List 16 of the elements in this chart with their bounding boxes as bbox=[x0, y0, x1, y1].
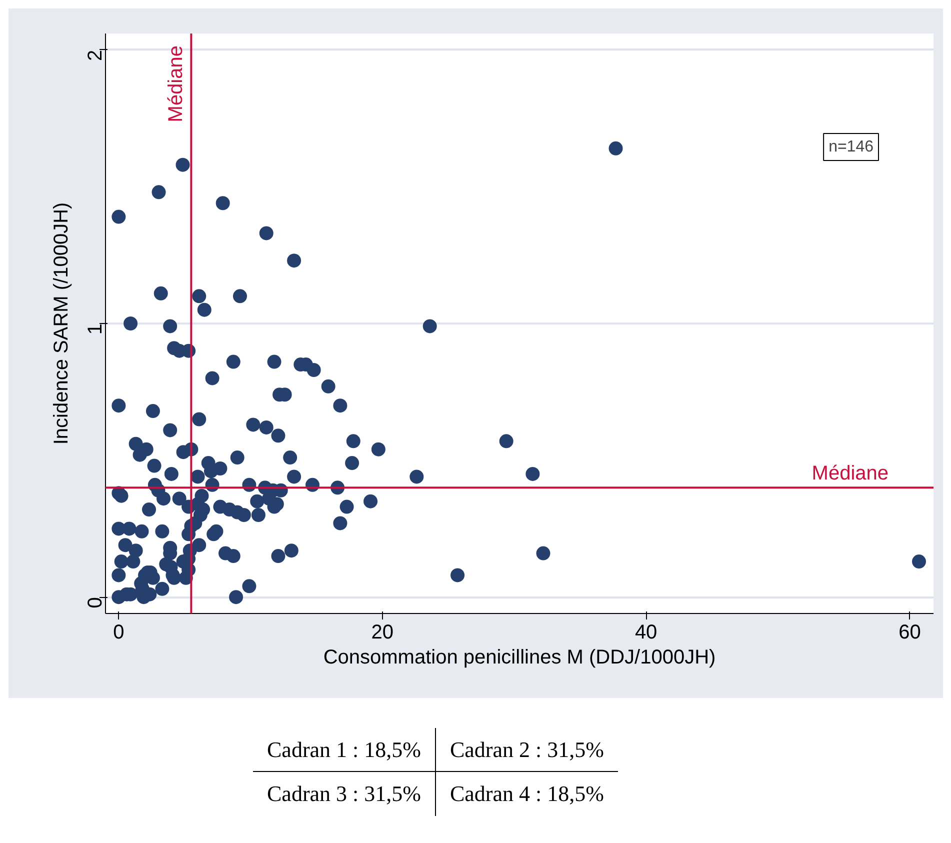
text: Cadran 2 : 31,5% bbox=[448, 736, 605, 764]
text: Cadran 4 : 18,5% bbox=[435, 772, 618, 816]
text: Cadran 3 : 31,5% bbox=[253, 772, 436, 816]
y-tick-label: 0 bbox=[84, 597, 106, 608]
y-axis-title: Incidence SARM (/1000JH) bbox=[50, 202, 72, 445]
annotation: n=146 bbox=[828, 138, 874, 156]
x-axis-title: Consommation penicillines M (DDJ/1000JH) bbox=[323, 646, 716, 668]
x-tick-label: 20 bbox=[371, 622, 394, 644]
x-tick-label: 60 bbox=[898, 622, 921, 644]
ref-line-label: Médiane bbox=[165, 46, 188, 122]
x-tick-label: 40 bbox=[634, 622, 658, 644]
ref-line-label: Médiane bbox=[812, 462, 888, 485]
x-tick-label: 0 bbox=[113, 622, 124, 644]
text: Cadran 1 : 18,5% bbox=[253, 728, 436, 772]
y-tick-label: 1 bbox=[84, 324, 106, 335]
y-tick-label: 2 bbox=[84, 50, 106, 62]
